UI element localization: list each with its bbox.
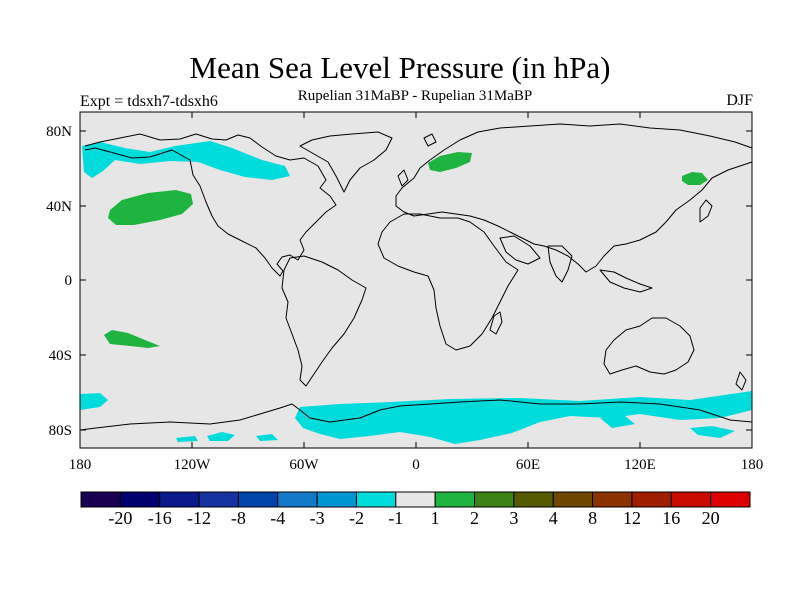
coast-islands-indonesia (599, 269, 653, 293)
coast-eurasia (395, 123, 753, 273)
colorbar-label: 16 (662, 508, 680, 528)
x-tick-label: 60E (516, 457, 540, 473)
map-title: Mean Sea Level Pressure (in hPa) (189, 50, 611, 85)
coast-new-zealand (735, 371, 747, 391)
colorbar-label: 12 (623, 508, 641, 528)
x-tick-label: 180 (741, 457, 764, 473)
coast-india (547, 245, 573, 283)
anomaly-fields (80, 141, 752, 444)
axis-ticks (80, 112, 752, 448)
colorbar-label: 3 (509, 508, 518, 528)
x-tick-label: 0 (412, 457, 420, 473)
cyan-southern-patch-1 (207, 432, 235, 441)
colorbar-swatch (80, 491, 121, 508)
cyan-southern-patch-5 (256, 434, 278, 441)
x-tick-label: 120W (174, 457, 212, 473)
colorbar-label: -1 (388, 508, 403, 528)
x-tick-label: 60W (289, 457, 319, 473)
x-tick-label: 180 (69, 457, 92, 473)
colorbar-label: -3 (310, 508, 325, 528)
cyan-north-pacific-band (82, 141, 290, 180)
colorbar-swatch (434, 491, 476, 508)
y-tick-label: 80N (46, 124, 72, 140)
colorbar-label: 20 (702, 508, 720, 528)
y-tick-label: 40S (49, 348, 72, 364)
colorbar-swatch (237, 491, 279, 508)
colorbar-swatch (513, 491, 554, 508)
coast-islands-uk (397, 169, 409, 187)
colorbar-swatch (631, 491, 672, 508)
coast-arabia (499, 235, 541, 265)
x-tick-labels: 180 120W 60W 0 60E 120E 180 (69, 457, 764, 473)
y-tick-labels: 80N 40N 0 40S 80S (46, 124, 72, 439)
colorbar-swatch (159, 491, 200, 508)
season-label: DJF (726, 92, 753, 109)
colorbar-swatch (355, 491, 397, 508)
y-tick-label: 40N (46, 199, 72, 215)
colorbar-label: -20 (108, 508, 132, 528)
cyan-southern-patch-2 (176, 436, 198, 442)
colorbar (80, 491, 751, 508)
colorbar-label: -16 (148, 508, 172, 528)
cyan-southern-patch-4 (600, 416, 635, 428)
colorbar-swatch (119, 491, 161, 508)
colorbar-swatch (592, 491, 633, 508)
map-background (80, 112, 752, 448)
cyan-bellingshausen-patch (80, 393, 108, 410)
colorbar-label: -4 (270, 508, 285, 528)
coast-australia (603, 317, 695, 375)
colorbar-label: 2 (470, 508, 479, 528)
colorbar-label: -2 (349, 508, 364, 528)
coast-south-america (281, 255, 367, 387)
y-tick-label: 80S (49, 423, 72, 439)
x-tick-label: 120E (624, 457, 656, 473)
colorbar-label: 8 (588, 508, 597, 528)
coast-africa (377, 213, 519, 351)
experiment-label: Expt = tdsxh7-tdsxh6 (80, 93, 218, 110)
cyan-southern-belt (295, 391, 752, 444)
colorbar-swatch (198, 491, 239, 508)
coast-north-america (84, 133, 337, 277)
coast-madagascar (489, 311, 503, 335)
colorbar-swatch (395, 491, 436, 508)
colorbar-swatch (277, 491, 318, 508)
colorbar-swatch (670, 491, 712, 508)
colorbar-label: 4 (549, 508, 558, 528)
colorbar-swatch (552, 491, 594, 508)
green-north-pacific-patch (108, 190, 193, 225)
green-siberia-patch (682, 172, 708, 185)
coast-islands-svalbard (423, 133, 437, 147)
colorbar-swatch (316, 491, 357, 508)
green-scandinavia-patch (428, 152, 472, 172)
coast-islands-japan (699, 199, 713, 223)
colorbar-label: -12 (187, 508, 211, 528)
y-tick-label: 0 (65, 273, 73, 289)
colorbar-label: 1 (431, 508, 440, 528)
map-subtitle: Rupelian 31MaBP - Rupelian 31MaBP (297, 88, 533, 104)
colorbar-swatch (474, 491, 515, 508)
coast-greenland (299, 131, 393, 193)
colorbar-swatch (710, 491, 751, 508)
green-south-pacific-patch (104, 330, 160, 348)
colorbar-label: -8 (231, 508, 246, 528)
colorbar-labels: -20 -16 -12 -8 -4 -3 -2 -1 1 2 3 4 8 12 16 20 (108, 508, 719, 528)
cyan-southern-patch-3 (690, 426, 735, 438)
